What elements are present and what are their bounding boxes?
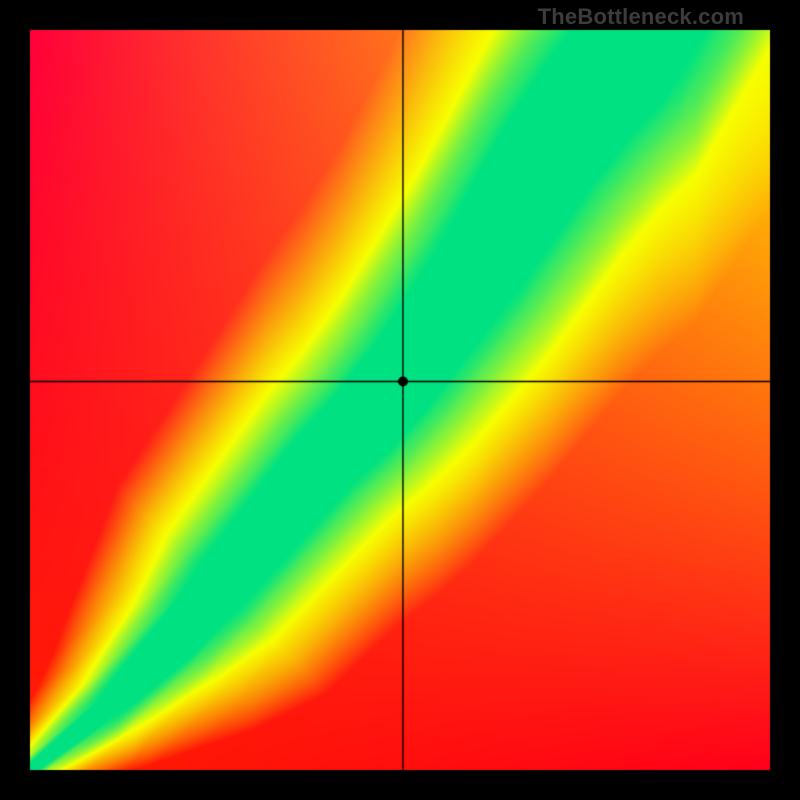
bottleneck-heatmap [0,0,800,800]
watermark-text: TheBottleneck.com [538,4,744,30]
